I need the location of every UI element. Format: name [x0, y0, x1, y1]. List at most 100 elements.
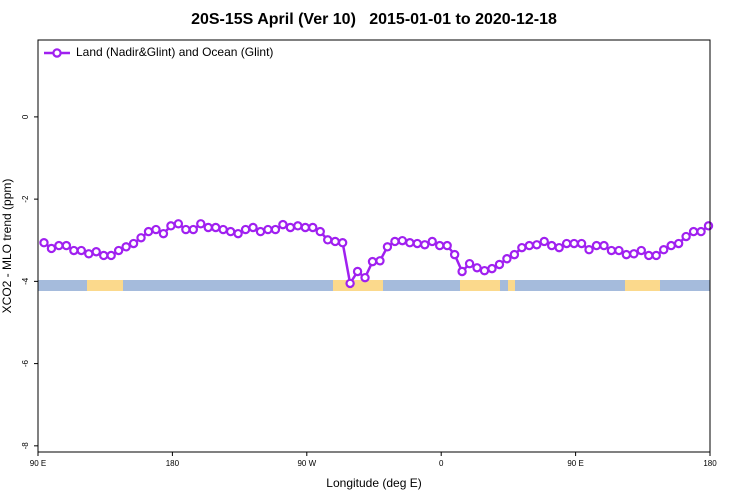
- x-tick-label: 90 E: [567, 459, 583, 468]
- x-tick-label: 90 W: [297, 459, 316, 468]
- data-point: [278, 219, 288, 230]
- data-point: [420, 240, 430, 250]
- data-point: [584, 245, 594, 255]
- data-point: [233, 228, 243, 239]
- data-point: [464, 258, 475, 269]
- data-point: [367, 256, 378, 267]
- x-tick-label: 180: [166, 459, 180, 468]
- data-point: [479, 265, 490, 276]
- chart-title: 20S-15S April (Ver 10) 2015-01-01 to 202…: [191, 11, 557, 28]
- data-point: [76, 245, 87, 256]
- data-point: [263, 224, 273, 235]
- data-point: [569, 238, 579, 249]
- data-point: [54, 240, 64, 251]
- data-point: [360, 272, 370, 283]
- data-point: [390, 236, 400, 247]
- data-point: [158, 228, 169, 239]
- data-point: [517, 242, 527, 253]
- data-point: [614, 245, 624, 256]
- data-point: [166, 221, 176, 231]
- data-point: [308, 222, 318, 233]
- data-point: [188, 224, 199, 235]
- data-point: [143, 226, 154, 237]
- land-patch: [333, 280, 383, 291]
- data-point: [673, 238, 684, 249]
- data-point: [561, 238, 572, 249]
- data-point: [397, 235, 408, 246]
- data-point: [285, 222, 296, 233]
- data-point: [629, 249, 639, 259]
- data-point: [300, 222, 311, 233]
- data-point: [509, 249, 520, 260]
- data-point: [69, 245, 79, 256]
- data-point: [435, 240, 445, 251]
- land-patch: [625, 280, 660, 291]
- data-point: [270, 224, 281, 235]
- data-point: [323, 235, 333, 245]
- data-point: [427, 236, 437, 247]
- data-point: [502, 254, 512, 264]
- data-point: [225, 226, 236, 237]
- data-point: [412, 238, 423, 249]
- data-point: [688, 226, 699, 237]
- data-point: [255, 226, 266, 237]
- data-point: [46, 243, 57, 254]
- data-point: [39, 238, 49, 248]
- data-point: [636, 245, 647, 256]
- data-point: [203, 222, 213, 233]
- data-point: [330, 236, 340, 247]
- data-point: [659, 245, 669, 255]
- y-tick-label: -6: [21, 359, 30, 367]
- data-point: [99, 250, 109, 261]
- data-point: [554, 242, 564, 253]
- surface-band: [38, 280, 710, 291]
- data-point: [121, 242, 131, 252]
- data-point: [382, 242, 393, 252]
- data-point: [345, 278, 355, 289]
- data-point: [457, 266, 467, 277]
- data-point: [151, 224, 161, 235]
- data-point: [315, 226, 325, 237]
- data-point: [651, 250, 661, 261]
- plot-frame: [37, 39, 711, 453]
- data-point: [606, 245, 617, 256]
- data-point: [472, 263, 482, 273]
- data-point: [696, 226, 706, 237]
- data-point: [666, 240, 676, 251]
- y-axis-label: XCO2 - MLO trend (ppm): [0, 179, 14, 314]
- data-point: [621, 249, 632, 260]
- land-patch: [460, 280, 500, 291]
- data-point: [248, 222, 258, 233]
- land-patch: [87, 280, 123, 291]
- data-point: [487, 263, 497, 274]
- x-tick-label: 0: [439, 459, 444, 468]
- y-tick-label: -4: [21, 277, 30, 285]
- data-point: [211, 222, 221, 233]
- data-point: [61, 240, 72, 251]
- x-tick-label: 90 E: [30, 459, 46, 468]
- x-axis-label: Longitude (deg E): [326, 476, 421, 490]
- data-point: [337, 238, 348, 248]
- data-point: [106, 250, 116, 261]
- data-point: [539, 236, 549, 247]
- data-point: [218, 224, 228, 235]
- data-point: [681, 231, 691, 242]
- y-tick-label: 0: [21, 114, 30, 119]
- land-patch: [508, 280, 515, 291]
- data-point: [494, 259, 505, 270]
- legend-label: Land (Nadir&Glint) and Ocean (Glint): [76, 45, 273, 59]
- data-point: [703, 221, 714, 231]
- data-point: [405, 238, 415, 248]
- data-point: [352, 266, 363, 277]
- data-point: [240, 224, 251, 235]
- data-point: [173, 219, 184, 229]
- data-point: [599, 240, 609, 251]
- x-tick-label: 180: [703, 459, 717, 468]
- y-tick-label: -2: [21, 195, 30, 203]
- data-point: [442, 240, 452, 251]
- data-point: [524, 240, 535, 251]
- data-point: [449, 249, 460, 260]
- data-point: [196, 219, 206, 229]
- legend-marker: [52, 48, 62, 58]
